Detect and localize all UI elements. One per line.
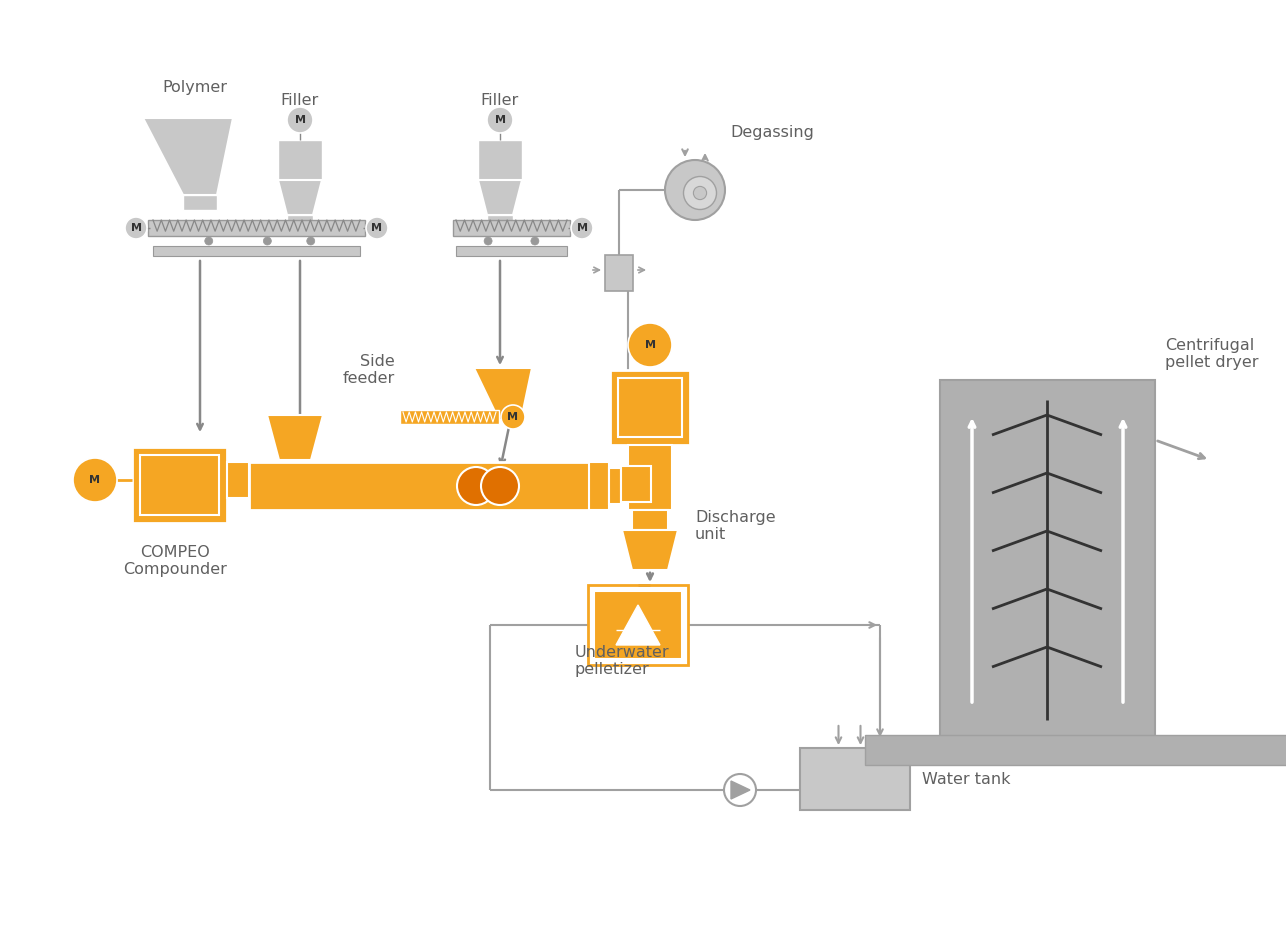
Circle shape bbox=[531, 237, 539, 245]
Bar bbox=[478, 140, 522, 180]
Polygon shape bbox=[616, 605, 660, 645]
Text: M: M bbox=[372, 223, 382, 233]
Bar bbox=[148, 220, 365, 236]
Text: Discharge
unit: Discharge unit bbox=[694, 510, 775, 542]
Polygon shape bbox=[278, 180, 322, 215]
Circle shape bbox=[683, 177, 716, 210]
Bar bbox=[132, 447, 228, 523]
Text: Filler: Filler bbox=[481, 93, 520, 108]
Text: M: M bbox=[508, 412, 518, 422]
Text: Water tank: Water tank bbox=[922, 771, 1011, 786]
Text: M: M bbox=[130, 223, 141, 233]
Circle shape bbox=[571, 217, 593, 239]
Circle shape bbox=[481, 467, 520, 505]
Polygon shape bbox=[267, 415, 323, 460]
Polygon shape bbox=[622, 530, 678, 570]
Polygon shape bbox=[730, 781, 750, 799]
Bar bbox=[153, 246, 360, 256]
Bar bbox=[610, 370, 691, 445]
Text: Degassing: Degassing bbox=[730, 125, 814, 140]
Bar bbox=[594, 591, 682, 659]
Circle shape bbox=[307, 237, 315, 245]
Circle shape bbox=[502, 405, 525, 429]
Text: Centrifugal
pellet dryer: Centrifugal pellet dryer bbox=[1165, 338, 1259, 370]
Circle shape bbox=[724, 774, 756, 806]
Bar bbox=[457, 246, 567, 256]
Bar bbox=[631, 510, 667, 530]
Bar bbox=[589, 462, 610, 510]
Bar bbox=[588, 585, 688, 665]
Bar bbox=[400, 410, 499, 424]
Polygon shape bbox=[478, 180, 522, 215]
Bar bbox=[228, 462, 249, 498]
Bar bbox=[619, 378, 682, 437]
Bar bbox=[604, 255, 633, 291]
Bar bbox=[621, 466, 651, 502]
Text: M: M bbox=[495, 115, 505, 125]
Text: Underwater
pelletizer: Underwater pelletizer bbox=[575, 645, 670, 678]
Bar bbox=[610, 468, 621, 504]
Circle shape bbox=[125, 217, 147, 239]
Text: M: M bbox=[294, 115, 306, 125]
Circle shape bbox=[367, 217, 388, 239]
Circle shape bbox=[665, 160, 725, 220]
Text: M: M bbox=[644, 340, 656, 350]
Text: Filler: Filler bbox=[280, 93, 319, 108]
Bar bbox=[453, 220, 570, 236]
Bar bbox=[628, 445, 673, 510]
Circle shape bbox=[287, 107, 312, 133]
Bar bbox=[865, 735, 1286, 765]
Bar bbox=[183, 195, 217, 210]
Circle shape bbox=[693, 186, 706, 199]
Bar bbox=[249, 462, 589, 510]
Circle shape bbox=[264, 237, 271, 245]
Polygon shape bbox=[143, 118, 233, 195]
Circle shape bbox=[628, 323, 673, 367]
Bar bbox=[287, 215, 312, 227]
Text: M: M bbox=[90, 475, 100, 485]
Bar bbox=[800, 748, 910, 810]
Text: COMPEO
Compounder: COMPEO Compounder bbox=[123, 545, 226, 578]
Text: Side
feeder: Side feeder bbox=[343, 354, 395, 387]
Circle shape bbox=[487, 107, 513, 133]
Bar bbox=[487, 215, 513, 227]
Bar bbox=[140, 455, 219, 515]
Circle shape bbox=[204, 237, 212, 245]
Polygon shape bbox=[475, 368, 532, 420]
Circle shape bbox=[457, 467, 495, 505]
Text: M: M bbox=[576, 223, 588, 233]
Circle shape bbox=[73, 458, 117, 502]
Bar bbox=[278, 140, 322, 180]
Bar bbox=[940, 380, 1155, 740]
Circle shape bbox=[484, 237, 493, 245]
Text: Polymer: Polymer bbox=[162, 80, 228, 95]
